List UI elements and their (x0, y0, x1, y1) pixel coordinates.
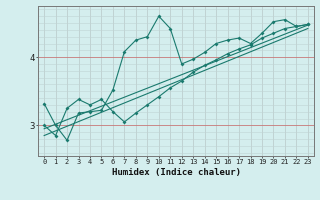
X-axis label: Humidex (Indice chaleur): Humidex (Indice chaleur) (111, 168, 241, 177)
